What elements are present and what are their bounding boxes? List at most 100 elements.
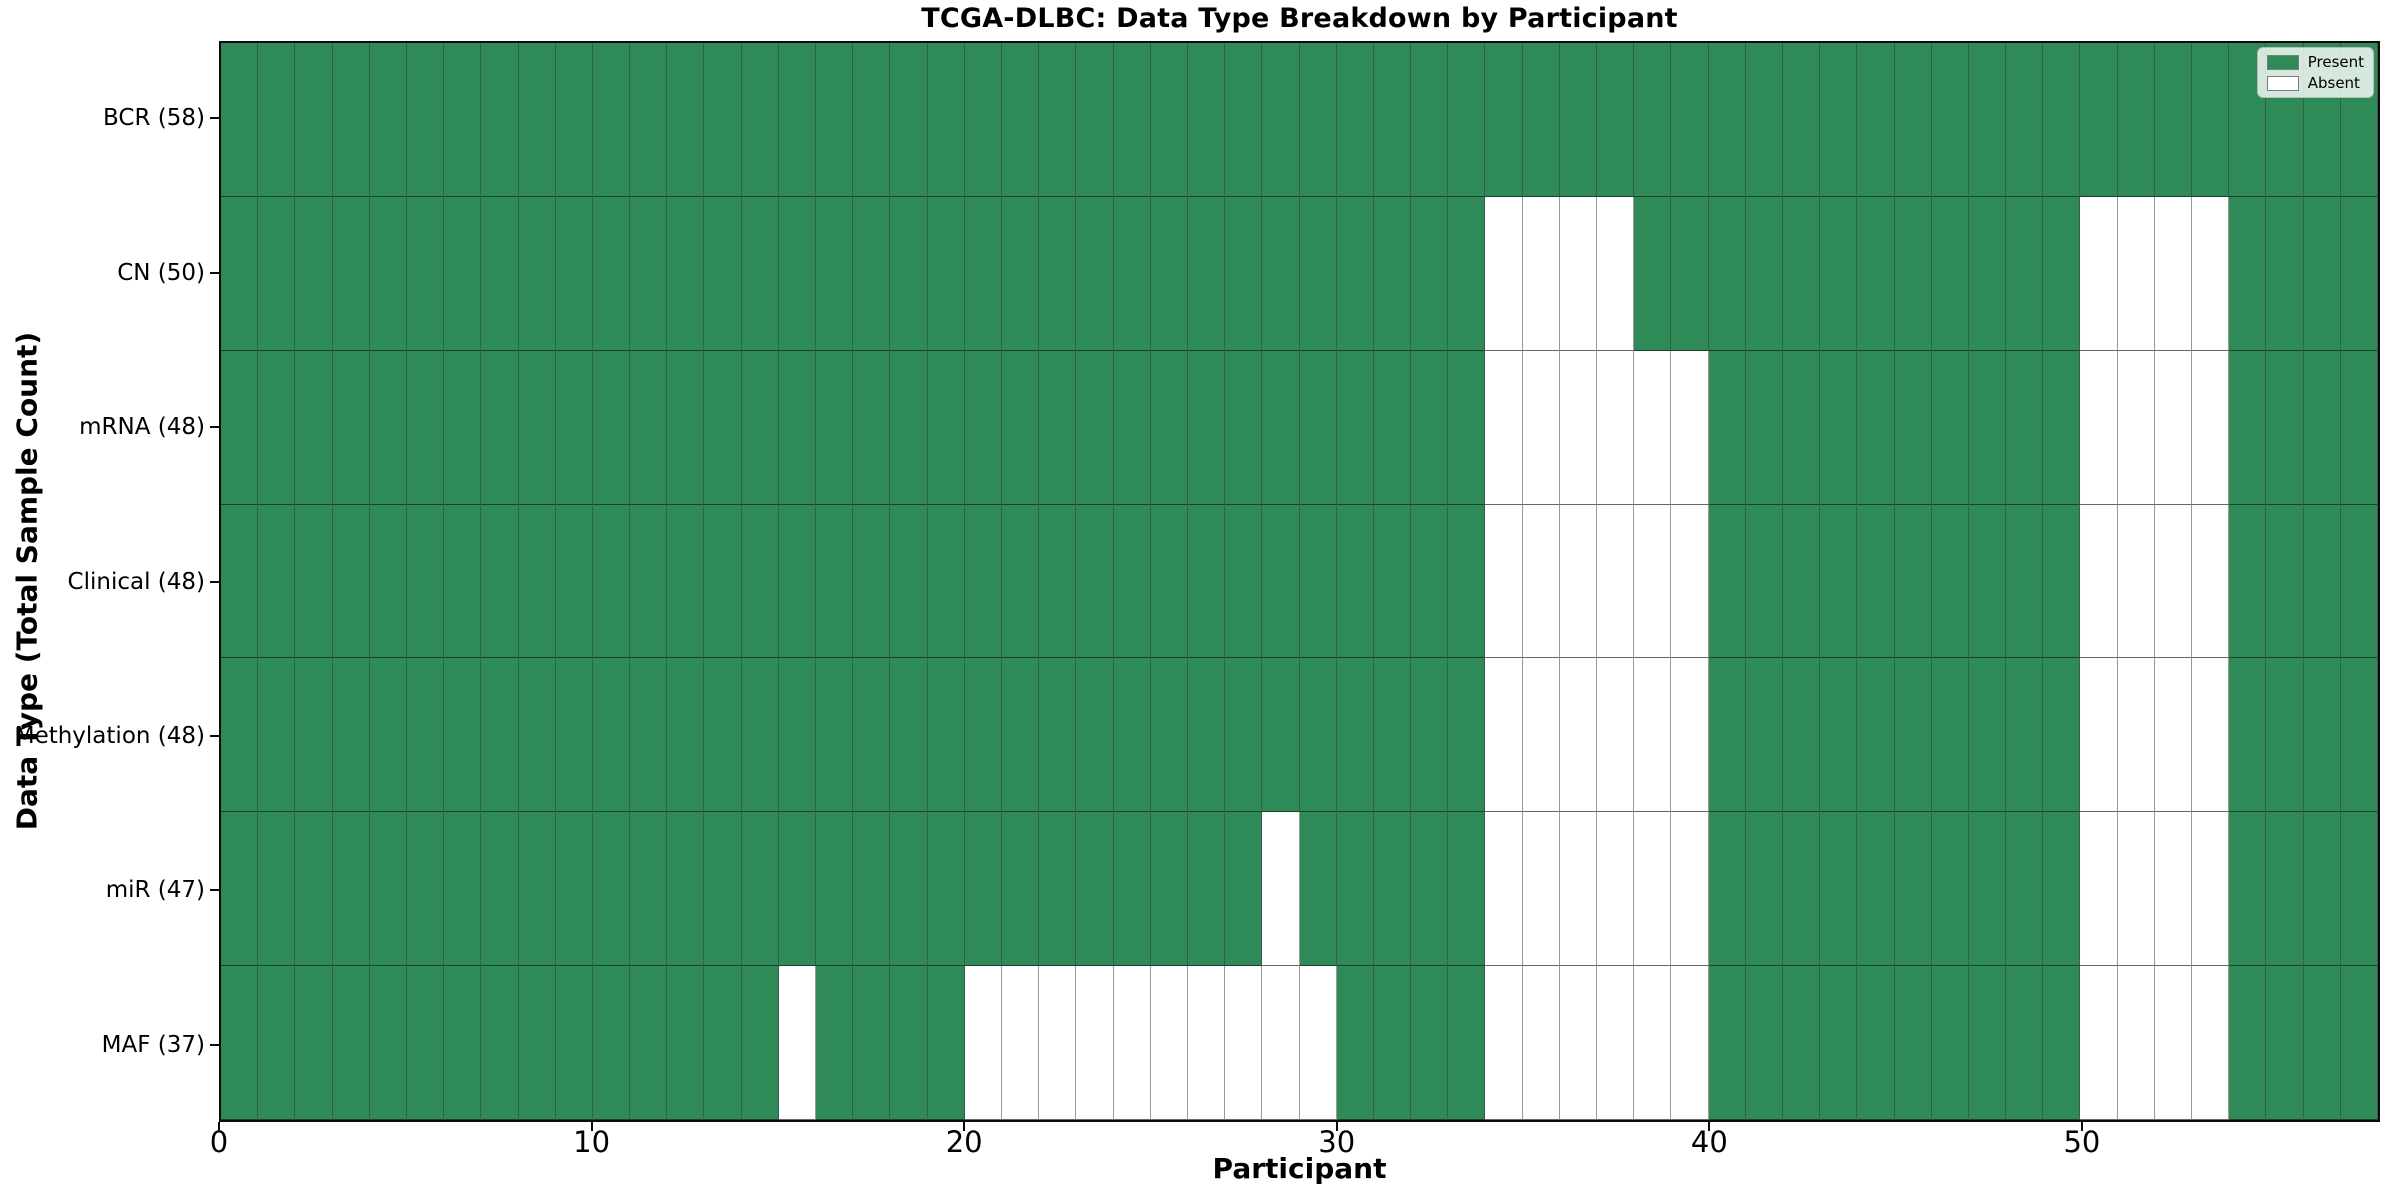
heatmap-cell xyxy=(332,658,370,813)
heatmap-cell xyxy=(1113,504,1151,659)
heatmap-cell xyxy=(2043,43,2081,197)
heatmap-cell xyxy=(1113,43,1151,197)
heatmap-cell xyxy=(704,43,742,197)
heatmap-cell xyxy=(332,350,370,505)
heatmap-cell xyxy=(1448,350,1486,505)
heatmap-cell xyxy=(1820,196,1858,351)
heatmap-cell xyxy=(667,196,705,351)
heatmap-cell xyxy=(778,812,817,967)
heatmap-cell xyxy=(1299,43,1337,197)
heatmap-cell xyxy=(1039,504,1077,659)
heatmap-cell xyxy=(1708,350,1746,505)
heatmap-cell xyxy=(927,658,965,813)
absent-swatch-icon xyxy=(2266,75,2299,91)
heatmap-cell xyxy=(927,350,965,505)
heatmap-cell xyxy=(1225,196,1263,351)
heatmap-cell xyxy=(1597,966,1635,1120)
heatmap-cell xyxy=(1411,504,1449,659)
heatmap-cell xyxy=(927,43,965,197)
heatmap-cell xyxy=(1820,43,1858,197)
heatmap-cell xyxy=(1076,658,1114,813)
heatmap-cell xyxy=(890,812,928,967)
heatmap-cell xyxy=(1336,504,1374,659)
heatmap-cell xyxy=(1559,196,1598,351)
heatmap-cell xyxy=(778,966,817,1120)
heatmap-cell xyxy=(853,350,891,505)
heatmap-cell xyxy=(630,504,668,659)
heatmap-cell xyxy=(1039,658,1077,813)
heatmap-cell xyxy=(2006,658,2044,813)
heatmap-cell xyxy=(2117,504,2155,659)
y-tick-label: mRNA (48) xyxy=(79,414,205,441)
heatmap-cell xyxy=(1485,966,1523,1120)
y-tick-label: BCR (58) xyxy=(103,105,205,132)
heatmap-cell xyxy=(1187,43,1226,197)
y-tick-mark xyxy=(210,117,219,120)
heatmap-cell xyxy=(1336,196,1374,351)
heatmap-cell xyxy=(2043,504,2081,659)
heatmap-cell xyxy=(369,196,407,351)
heatmap-cell xyxy=(2303,812,2341,967)
heatmap-cell xyxy=(1225,966,1263,1120)
heatmap-cell xyxy=(2229,966,2267,1120)
y-tick-mark xyxy=(210,426,219,429)
heatmap-cell xyxy=(1485,504,1523,659)
heatmap-cell xyxy=(2154,812,2193,967)
heatmap-cell xyxy=(964,350,1002,505)
heatmap-cell xyxy=(1968,812,2007,967)
heatmap-cell xyxy=(555,658,593,813)
heatmap-cell xyxy=(1448,966,1486,1120)
heatmap-cell xyxy=(1820,658,1858,813)
heatmap-cell xyxy=(1262,812,1300,967)
heatmap-cell xyxy=(2080,350,2118,505)
heatmap-cell xyxy=(369,350,407,505)
heatmap-cell xyxy=(1187,196,1226,351)
heatmap-cell xyxy=(369,812,407,967)
heatmap-cell xyxy=(1857,812,1895,967)
heatmap-cell xyxy=(1411,43,1449,197)
heatmap-cell xyxy=(444,658,482,813)
heatmap-cell xyxy=(2229,196,2267,351)
heatmap-cell xyxy=(1708,504,1746,659)
heatmap-cell xyxy=(1336,43,1374,197)
heatmap-cell xyxy=(1597,350,1635,505)
heatmap-cell xyxy=(555,196,593,351)
heatmap-cell xyxy=(1745,196,1783,351)
x-tick-mark xyxy=(2080,1122,2083,1131)
heatmap-cell xyxy=(221,43,259,197)
heatmap-cell xyxy=(964,966,1002,1120)
heatmap-cell xyxy=(1411,658,1449,813)
heatmap-cell xyxy=(1968,43,2007,197)
heatmap-cell xyxy=(258,43,296,197)
y-tick-mark xyxy=(210,580,219,583)
heatmap-cell xyxy=(2192,43,2230,197)
heatmap-cell xyxy=(1968,350,2007,505)
heatmap-cell xyxy=(1597,658,1635,813)
heatmap-cell xyxy=(481,504,519,659)
heatmap-cell xyxy=(295,966,333,1120)
heatmap-cell xyxy=(1373,43,1412,197)
heatmap-cell xyxy=(592,504,631,659)
heatmap-cell xyxy=(1299,504,1337,659)
x-tick-mark xyxy=(218,1122,220,1131)
heatmap-cell xyxy=(1001,43,1040,197)
heatmap-cell xyxy=(1373,350,1412,505)
heatmap-cell xyxy=(2006,966,2044,1120)
heatmap-cell xyxy=(927,196,965,351)
heatmap-cell xyxy=(481,658,519,813)
heatmap-cell xyxy=(258,350,296,505)
heatmap-cell xyxy=(1150,658,1188,813)
heatmap-cell xyxy=(1113,966,1151,1120)
heatmap-cell xyxy=(927,966,965,1120)
heatmap-cell xyxy=(1559,812,1598,967)
heatmap-cell xyxy=(1187,504,1226,659)
heatmap-cell xyxy=(741,966,779,1120)
heatmap-cell xyxy=(1373,966,1412,1120)
heatmap-cell xyxy=(1001,196,1040,351)
heatmap-cell xyxy=(890,504,928,659)
heatmap-cell xyxy=(667,812,705,967)
heatmap-cell xyxy=(2006,196,2044,351)
heatmap-cell xyxy=(1522,504,1560,659)
heatmap-cell xyxy=(2117,966,2155,1120)
legend-absent-label: Absent xyxy=(2307,74,2360,92)
